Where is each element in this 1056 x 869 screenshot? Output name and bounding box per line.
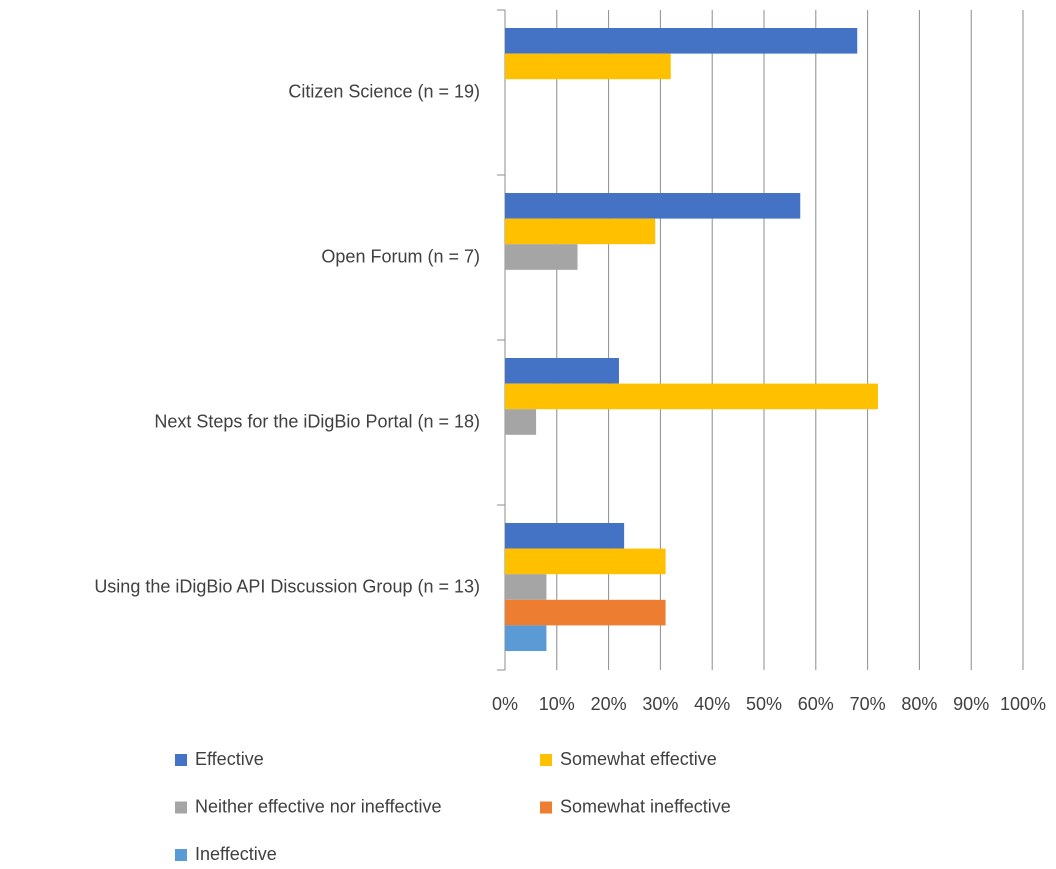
legend-swatch <box>540 801 552 814</box>
y-tick-label: Citizen Science (n = 19) <box>288 81 480 101</box>
legend-swatch <box>175 754 187 766</box>
bar <box>505 28 858 54</box>
legend-swatch <box>540 754 552 766</box>
bar <box>505 548 666 575</box>
x-tick-label: 80% <box>901 694 937 714</box>
legend-label: Neither effective nor ineffective <box>195 796 441 816</box>
x-tick-label: 0% <box>492 694 518 714</box>
legend-label: Somewhat ineffective <box>560 796 731 816</box>
legend-label: Ineffective <box>195 844 277 864</box>
bar <box>505 383 878 410</box>
legend-label: Effective <box>195 749 264 769</box>
x-tick-label: 90% <box>953 694 989 714</box>
bar <box>505 358 619 384</box>
y-tick-label: Next Steps for the iDigBio Portal (n = 1… <box>154 411 480 431</box>
legend-swatch <box>175 849 187 861</box>
x-tick-label: 50% <box>746 694 782 714</box>
bar <box>505 244 578 270</box>
y-tick-label: Open Forum (n = 7) <box>321 246 480 266</box>
x-tick-label: 70% <box>850 694 886 714</box>
x-tick-label: 60% <box>798 694 834 714</box>
y-tick-label: Using the iDigBio API Discussion Group (… <box>94 576 480 596</box>
bar <box>505 218 656 245</box>
x-tick-label: 40% <box>694 694 730 714</box>
bar <box>505 53 671 80</box>
bar <box>505 574 547 600</box>
x-tick-label: 10% <box>539 694 575 714</box>
legend-swatch <box>175 801 187 814</box>
bar <box>505 523 625 549</box>
bar <box>505 193 801 219</box>
x-tick-label: 20% <box>591 694 627 714</box>
bar <box>505 625 547 651</box>
bar <box>505 409 537 435</box>
bar <box>505 599 666 626</box>
legend-label: Somewhat effective <box>560 749 717 769</box>
x-tick-label: 100% <box>1000 694 1046 714</box>
x-tick-label: 30% <box>642 694 678 714</box>
